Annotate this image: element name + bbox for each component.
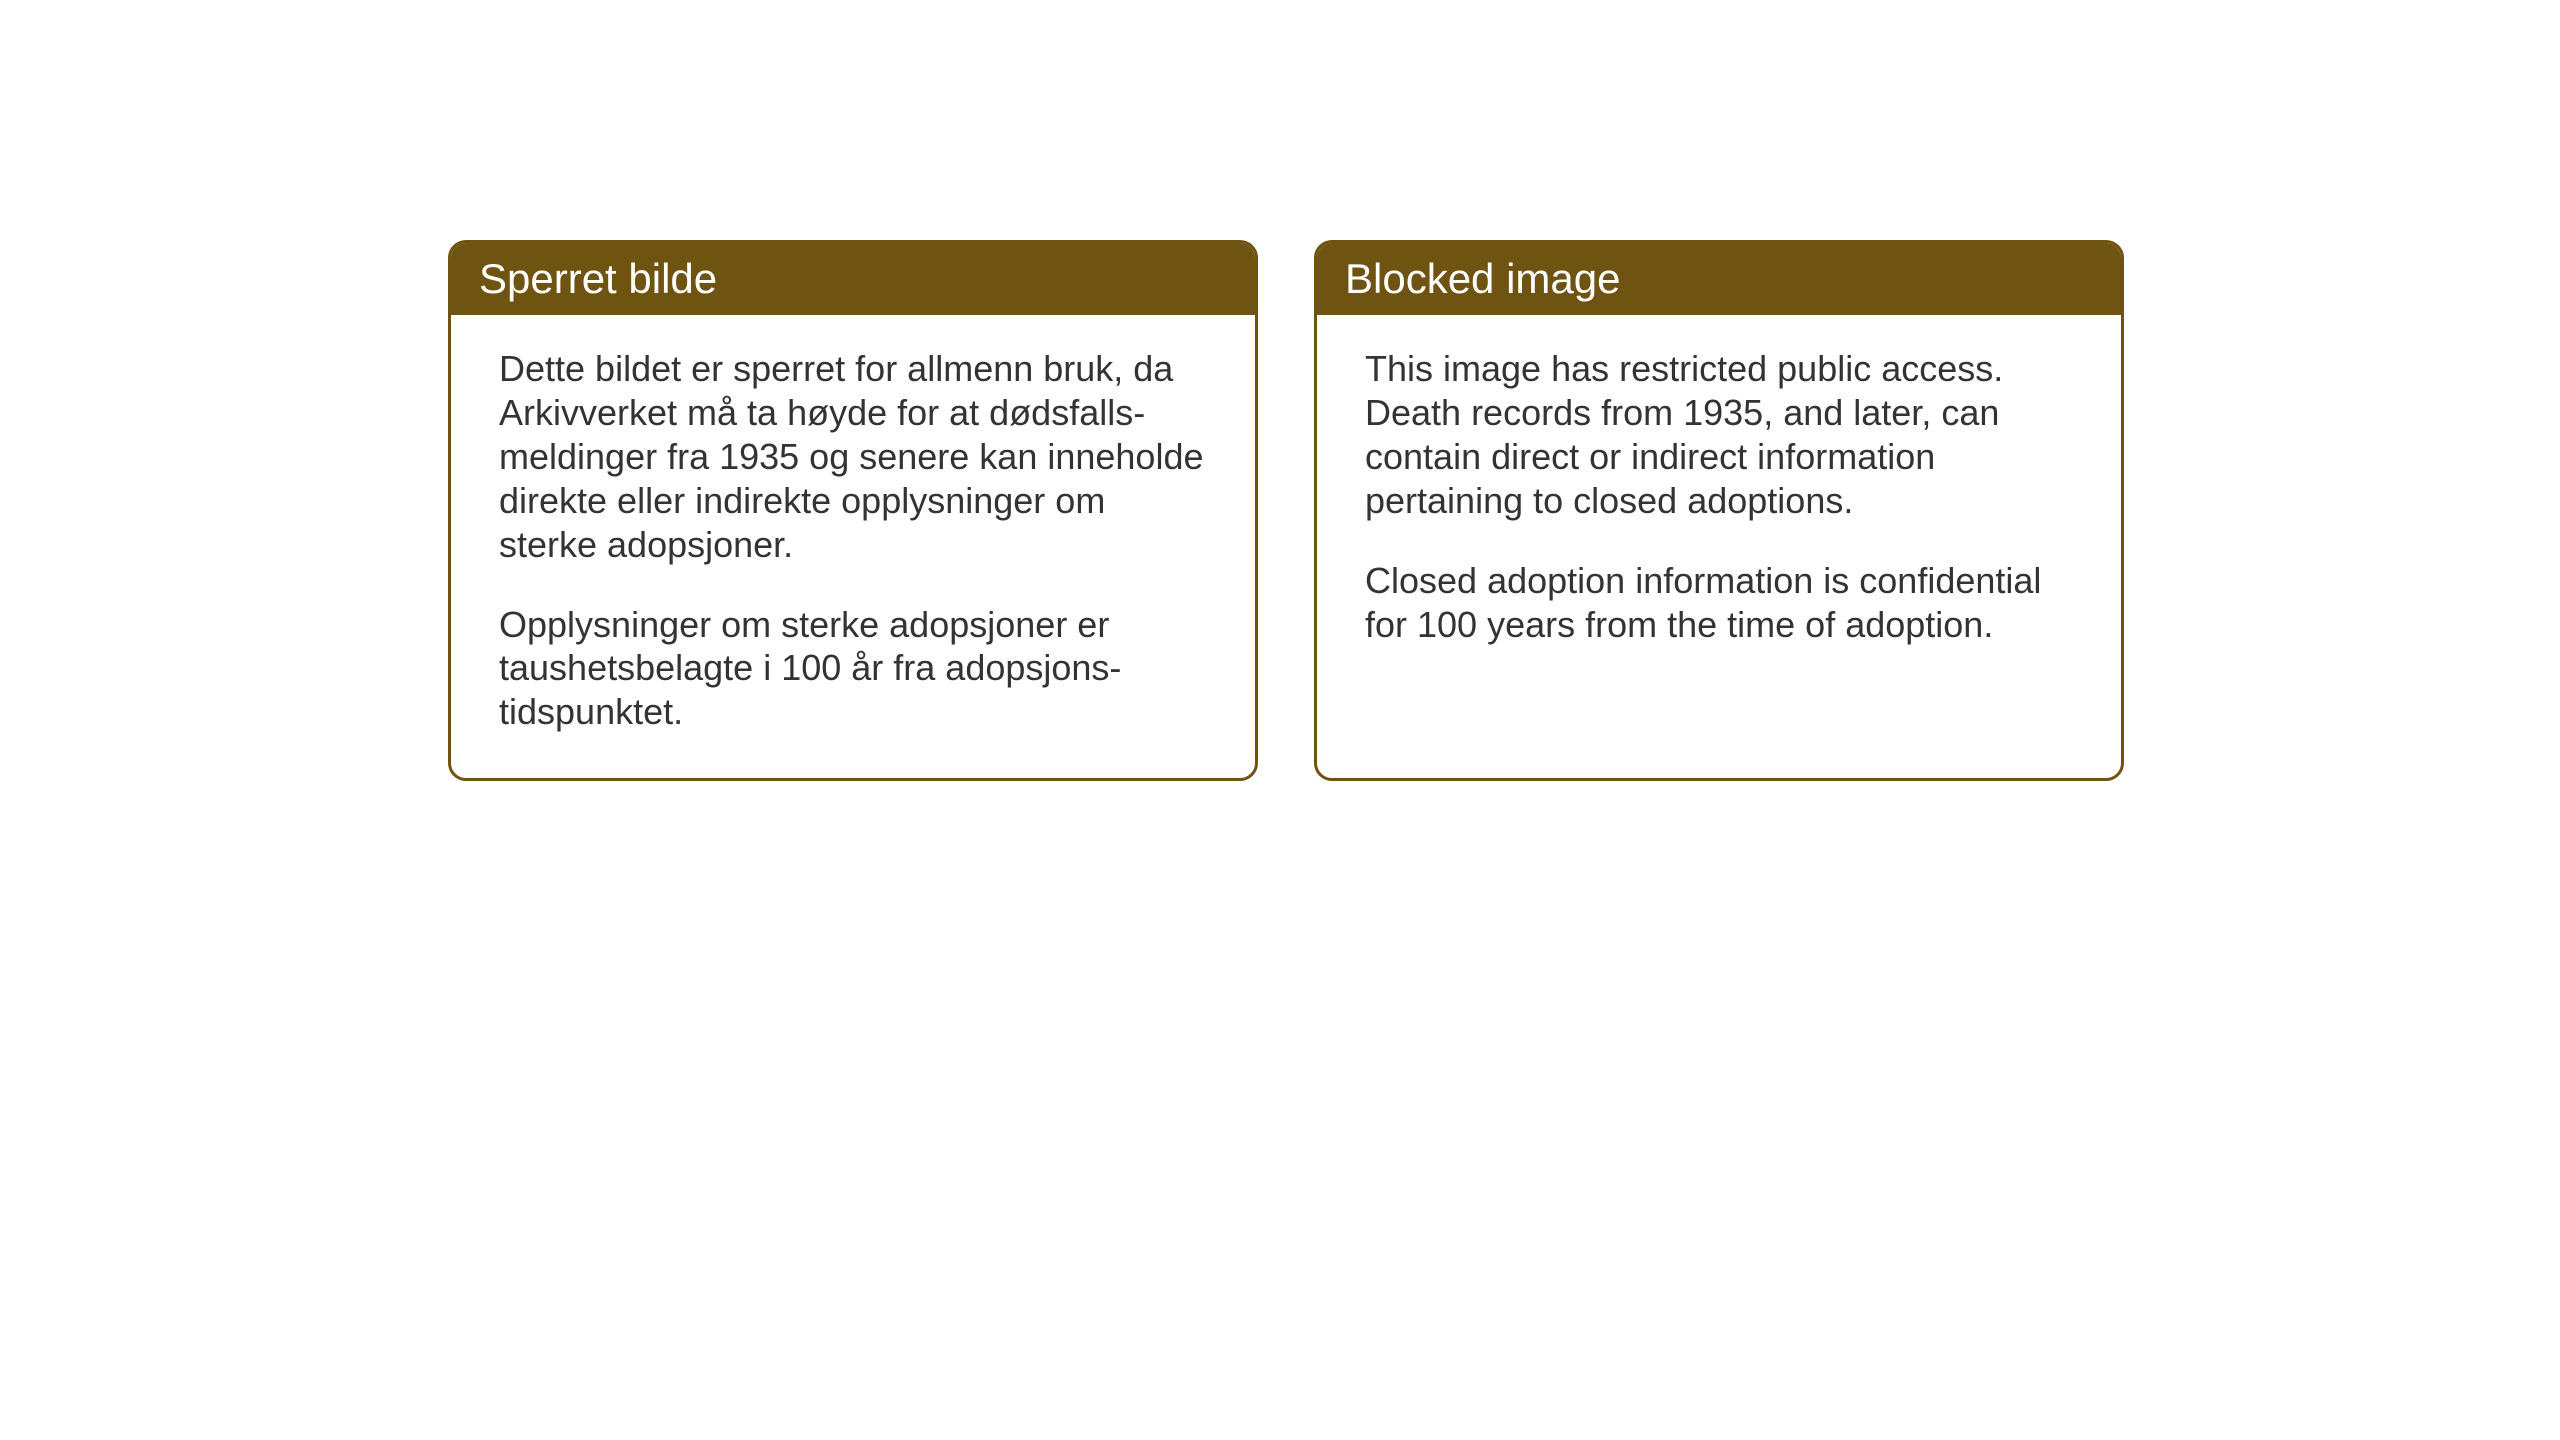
paragraph-norwegian-2: Opplysninger om sterke adopsjoner er tau… [499,603,1207,735]
card-body-norwegian: Dette bildet er sperret for allmenn bruk… [451,315,1255,778]
card-header-english: Blocked image [1317,243,2121,315]
card-title-english: Blocked image [1345,255,1620,302]
card-title-norwegian: Sperret bilde [479,255,717,302]
notice-card-norwegian: Sperret bilde Dette bildet er sperret fo… [448,240,1258,781]
paragraph-english-1: This image has restricted public access.… [1365,347,2073,523]
notice-card-english: Blocked image This image has restricted … [1314,240,2124,781]
paragraph-norwegian-1: Dette bildet er sperret for allmenn bruk… [499,347,1207,567]
paragraph-english-2: Closed adoption information is confident… [1365,559,2073,647]
card-header-norwegian: Sperret bilde [451,243,1255,315]
card-body-english: This image has restricted public access.… [1317,315,2121,690]
notice-container: Sperret bilde Dette bildet er sperret fo… [448,240,2124,781]
